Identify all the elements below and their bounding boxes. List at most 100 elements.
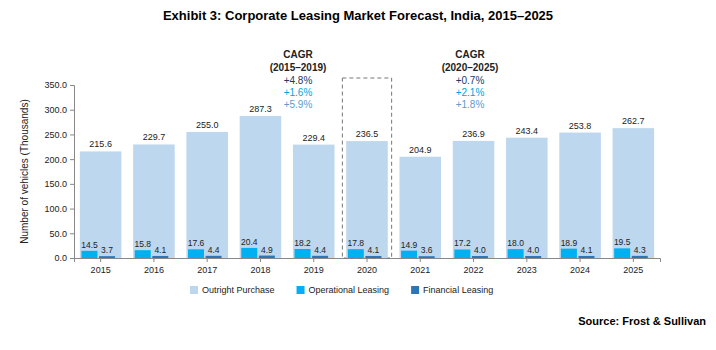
data-label: 243.4 [516, 126, 539, 136]
x-tick-mark [100, 258, 101, 262]
annotation-value: +1.6% [284, 87, 313, 98]
annotation-value: +4.8% [284, 75, 313, 86]
bar [186, 132, 228, 258]
y-tick: 0.0 [54, 253, 74, 263]
bar [508, 249, 524, 258]
y-tick-label: 200.0 [44, 155, 67, 165]
y-tick-label: 250.0 [44, 130, 67, 140]
x-tick-mark [367, 258, 368, 262]
x-tick-mark [153, 258, 154, 262]
bar [295, 249, 311, 258]
legend-item: Operational Leasing [297, 285, 390, 295]
bar [613, 128, 655, 258]
annotation-period: (2015–2019) [270, 62, 327, 73]
bar [135, 250, 151, 258]
legend-item: Outright Purchase [190, 285, 275, 295]
bar [99, 256, 115, 258]
x-tick-label: 2019 [304, 265, 324, 275]
bar [206, 256, 222, 258]
data-label: 3.7 [101, 245, 113, 255]
bar [188, 249, 204, 258]
data-label: 229.7 [143, 132, 166, 142]
y-tick: 200.0 [44, 155, 74, 165]
annotation: CAGR(2020–2025)+0.7%+2.1%+1.8% [442, 49, 499, 110]
legend-swatch [190, 286, 198, 294]
x-tick: 2016 [144, 258, 164, 275]
data-label: 17.8 [348, 238, 365, 248]
data-label: 236.5 [356, 129, 379, 139]
annotation-title: CAGR [283, 49, 313, 60]
y-tick: 150.0 [44, 179, 74, 189]
x-tick-label: 2025 [623, 265, 643, 275]
data-label: 15.8 [134, 239, 151, 249]
y-tick-label: 350.0 [44, 80, 67, 90]
legend-swatch [297, 286, 305, 294]
y-tick: 300.0 [44, 105, 74, 115]
data-label: 4.0 [474, 245, 486, 255]
data-label: 18.0 [507, 238, 524, 248]
y-tick-label: 0.0 [54, 253, 67, 263]
x-tick-label: 2017 [197, 265, 217, 275]
x-axis-line [75, 259, 661, 263]
x-tick-label: 2024 [570, 265, 590, 275]
bar [419, 256, 435, 258]
y-tick: 100.0 [44, 204, 74, 214]
annotation-value: +2.1% [456, 87, 485, 98]
bar [401, 251, 417, 258]
y-tick-mark [70, 85, 74, 86]
annotation: CAGR (2015–2019) +4.8%+1.6%+5.9% [270, 49, 327, 110]
bar [506, 138, 548, 258]
bar [472, 256, 488, 258]
highlight-box [342, 78, 391, 258]
bar [259, 256, 275, 258]
bar [240, 116, 282, 258]
x-tick: 2015 [91, 258, 111, 275]
legend-label: Operational Leasing [309, 285, 390, 295]
x-tick: 2017 [197, 258, 217, 275]
bar [80, 151, 122, 258]
bar [348, 249, 364, 258]
y-tick-mark [70, 209, 74, 210]
y-tick-mark [70, 159, 74, 160]
legend-item: Financial Leasing [411, 285, 493, 295]
source: Source: Frost & Sullivan [578, 315, 706, 327]
y-tick-label: 100.0 [44, 204, 67, 214]
bar [241, 248, 257, 258]
data-label: 4.1 [581, 245, 593, 255]
bar [525, 256, 541, 258]
x-axis: 2015201620172018201920202021202220232024… [75, 258, 661, 275]
x-tick-mark [580, 258, 581, 262]
data-label: 4.1 [154, 245, 166, 255]
y-tick-mark [70, 184, 74, 185]
data-label: 4.1 [367, 245, 379, 255]
x-tick: 2021 [410, 258, 430, 275]
x-tick-label: 2018 [250, 265, 270, 275]
annotation-value: +5.9% [284, 99, 313, 110]
bar [399, 157, 441, 258]
data-label: 4.0 [527, 245, 539, 255]
y-tick-label: 300.0 [44, 105, 67, 115]
chart: Exhibit 3: Corporate Leasing Market Fore… [0, 0, 716, 350]
bar [312, 256, 328, 258]
x-tick: 2023 [517, 258, 537, 275]
data-label: 17.2 [454, 238, 471, 248]
data-label: 236.9 [462, 129, 485, 139]
annotation-title: CAGR [455, 49, 485, 60]
x-tick: 2019 [304, 258, 324, 275]
bar [81, 251, 97, 258]
y-tick-label: 150.0 [44, 179, 67, 189]
data-label: 204.9 [409, 145, 432, 155]
bar [152, 256, 168, 258]
x-tick-mark [473, 258, 474, 262]
series-bars [99, 256, 648, 258]
x-tick-label: 2016 [144, 265, 164, 275]
data-label: 18.2 [294, 238, 311, 248]
legend-label: Outright Purchase [202, 285, 275, 295]
data-label: 287.3 [249, 104, 272, 114]
x-tick: 2020 [357, 258, 377, 275]
data-label: 14.5 [81, 240, 98, 250]
x-tick-label: 2015 [91, 265, 111, 275]
x-tick-mark [420, 258, 421, 262]
x-tick-mark [633, 258, 634, 262]
bar [614, 248, 630, 258]
